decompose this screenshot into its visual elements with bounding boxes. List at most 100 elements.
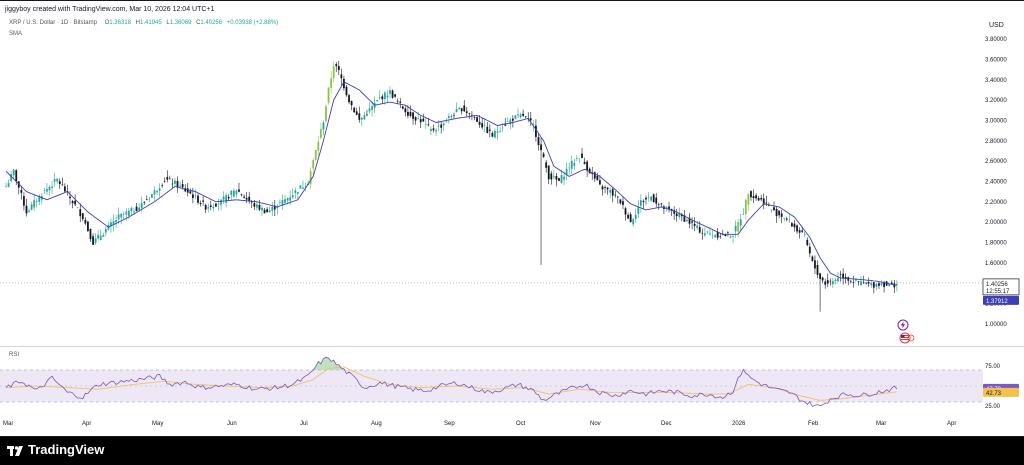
- candle-body: [417, 118, 420, 119]
- event-lightning-icon[interactable]: [897, 319, 909, 331]
- candle-body: [394, 94, 397, 97]
- candle-body: [604, 187, 606, 188]
- candle-body: [514, 115, 517, 119]
- candle-body: [588, 168, 591, 174]
- ohlc-l-label: L: [166, 20, 170, 26]
- chart-canvas[interactable]: jiggyboy created with TradingView.com, M…: [0, 0, 1024, 437]
- candle-body: [409, 111, 412, 116]
- candle-body: [486, 126, 489, 133]
- candle-body: [622, 201, 624, 205]
- candle-body: [460, 108, 463, 112]
- candle-body: [204, 204, 207, 210]
- candle-body: [447, 116, 450, 118]
- tradingview-logo-icon: [7, 446, 23, 456]
- candle-body: [348, 95, 350, 103]
- rsi-axis[interactable]: 75.00 25.00: [985, 364, 1001, 410]
- candle-body: [709, 233, 711, 235]
- candle-body: [619, 199, 622, 204]
- ohlc-low: 1.36069: [170, 20, 192, 26]
- time-axis[interactable]: Mar Apr May Jun Jul Aug Sep Oct Nov Dec 2026 Feb Mar…: [3, 421, 956, 427]
- candle-body: [540, 144, 542, 151]
- candle-body: [97, 234, 100, 239]
- time-tick-label: Jun: [227, 421, 237, 427]
- candle-body: [660, 203, 663, 205]
- candle-body: [696, 225, 699, 229]
- candle-body: [739, 219, 742, 226]
- time-tick-label: Apr: [82, 421, 91, 427]
- event-us-flag-icon[interactable]: [899, 332, 915, 344]
- candle-body: [834, 279, 837, 281]
- candle-body: [281, 200, 284, 206]
- rsi-lines: [5, 356, 898, 408]
- candle-body: [386, 95, 389, 98]
- candle-body: [732, 236, 734, 237]
- candle-body: [284, 199, 286, 203]
- candle-body: [686, 219, 688, 222]
- candle-body: [634, 214, 637, 219]
- rsi-legend[interactable]: RSI: [9, 352, 19, 358]
- candle-body: [642, 200, 645, 203]
- candle-body: [143, 202, 146, 203]
- candle-body: [217, 203, 220, 205]
- candle-body: [414, 117, 417, 121]
- candle-body: [701, 232, 704, 234]
- candle-body: [302, 187, 304, 189]
- candle-body: [153, 190, 156, 195]
- candle-body: [46, 188, 48, 192]
- candle-body: [445, 121, 448, 123]
- rsi-tick-label: 25.00: [985, 404, 1001, 410]
- candle-body: [432, 128, 435, 131]
- candle-body: [747, 194, 750, 205]
- candle-body: [606, 187, 609, 190]
- sma-series: [5, 81, 897, 286]
- candle-body: [312, 159, 315, 169]
- candle-body: [225, 195, 228, 203]
- candle-body: [888, 284, 891, 287]
- candle-body: [821, 277, 824, 281]
- candle-body: [568, 167, 571, 169]
- candle-body: [232, 190, 235, 197]
- candle-body: [770, 209, 773, 211]
- candle-body: [74, 200, 77, 205]
- candle-body: [537, 137, 540, 146]
- candle-body: [33, 200, 36, 208]
- candle-body: [168, 178, 171, 180]
- candle-body: [399, 101, 402, 103]
- symbol-title: XRP / U.S. Dollar · 1D · Bitstamp O1.363…: [9, 20, 278, 26]
- sma-legend[interactable]: SMA: [9, 31, 22, 37]
- candle-body: [30, 204, 33, 210]
- candle-body: [158, 188, 161, 191]
- candle-body: [161, 185, 164, 186]
- candle-body: [509, 119, 512, 125]
- candle-body: [51, 186, 53, 188]
- time-tick-label: Dec: [661, 421, 672, 427]
- candle-body: [471, 115, 473, 116]
- candle-body: [814, 260, 816, 269]
- candle-body: [127, 210, 130, 216]
- candle-body: [550, 173, 553, 180]
- candle-body: [688, 217, 691, 224]
- candle-body: [15, 170, 18, 182]
- rsi-ma-value-label-bg: [983, 387, 1019, 397]
- price-tick-label: 1.60000: [985, 261, 1007, 267]
- candle-body: [693, 223, 696, 226]
- candle-body: [87, 221, 89, 232]
- candle-body: [629, 214, 632, 222]
- candle-body: [191, 194, 194, 199]
- candle-body: [176, 180, 179, 188]
- price-tick-label: 2.00000: [985, 220, 1007, 226]
- candle-body: [378, 97, 381, 99]
- candle-body: [271, 206, 274, 211]
- candle-body: [84, 219, 87, 224]
- candle-body: [798, 230, 801, 233]
- candle-body: [483, 125, 486, 126]
- candle-body: [76, 207, 79, 209]
- candle-body: [240, 194, 243, 196]
- candle-body: [130, 207, 133, 211]
- candle-body: [545, 162, 548, 168]
- sma-value-label-bg: [983, 295, 1019, 305]
- candle-body: [757, 198, 760, 201]
- candle-body: [519, 114, 522, 118]
- candle-body: [343, 78, 345, 89]
